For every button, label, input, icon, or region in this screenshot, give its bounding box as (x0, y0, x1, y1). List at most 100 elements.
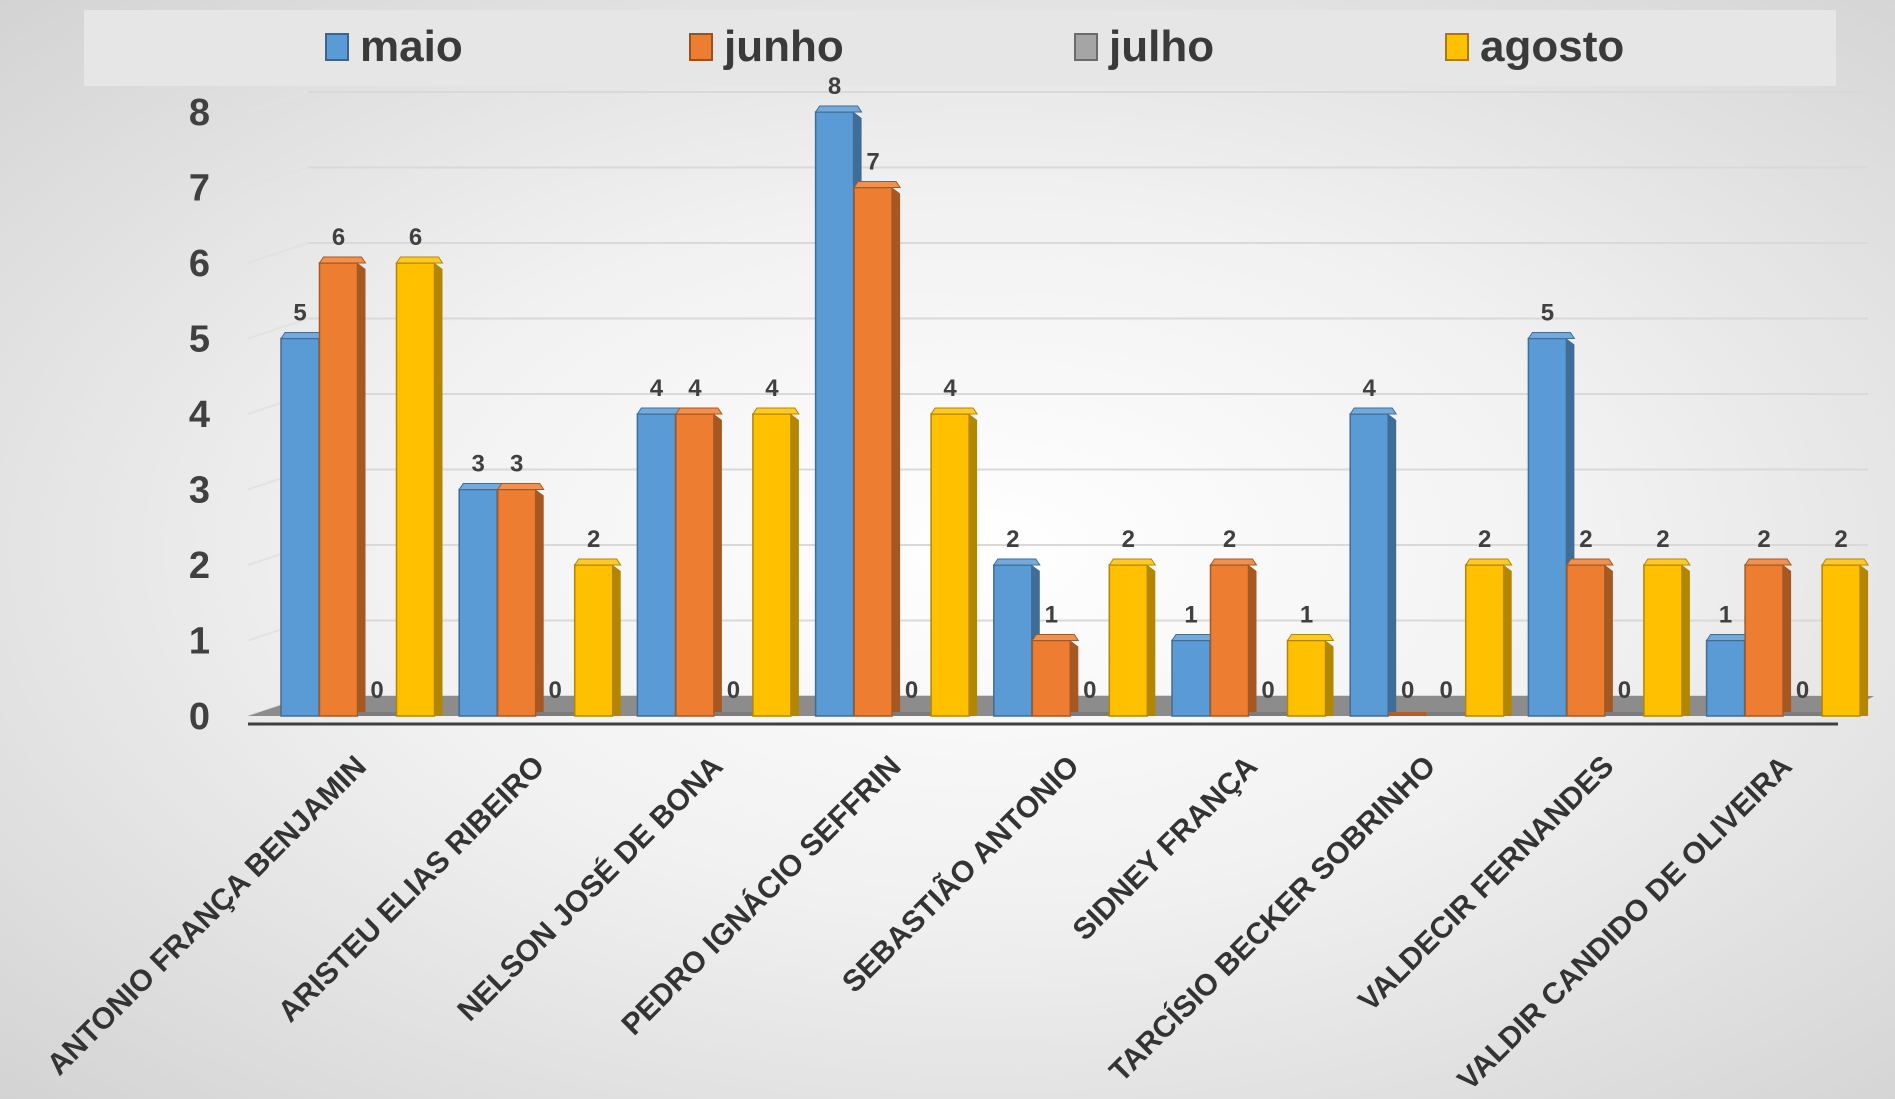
data-label: 2 (1757, 526, 1770, 553)
data-label: 2 (1006, 526, 1019, 553)
bar-top (1209, 558, 1258, 566)
data-label: 4 (1363, 375, 1377, 402)
y-tick-label: 6 (189, 243, 210, 285)
bar-side (434, 263, 443, 716)
data-label: 0 (727, 677, 740, 704)
data-label: 1 (1184, 602, 1197, 629)
data-label: 6 (409, 224, 422, 251)
data-label: 0 (1401, 677, 1414, 704)
bar-side (357, 263, 366, 716)
data-label: 2 (1122, 526, 1135, 553)
bar-front (1643, 564, 1683, 717)
bar-front (675, 413, 715, 717)
bar-julho (1605, 712, 1644, 716)
data-label: 1 (1300, 602, 1313, 629)
data-label: 6 (332, 224, 345, 251)
bar-side (1147, 565, 1156, 716)
bar-agosto (395, 256, 444, 717)
bar-maio (1171, 634, 1219, 717)
y-tick-label: 8 (189, 92, 210, 134)
bar-top (1464, 558, 1513, 566)
bar-top (1565, 558, 1614, 566)
bar-agosto (1464, 558, 1513, 717)
bar-side (713, 414, 722, 716)
data-label: 0 (1440, 677, 1453, 704)
data-label: 0 (1083, 677, 1096, 704)
bar-top (930, 407, 979, 415)
data-label: 2 (587, 526, 600, 553)
data-label: 1 (1719, 602, 1732, 629)
bar-maio (1349, 407, 1398, 717)
bar-front (1427, 712, 1466, 716)
bar-side (535, 489, 544, 716)
bar-junho (674, 407, 723, 717)
bar-top (1642, 558, 1691, 566)
data-label: 8 (828, 73, 841, 100)
bar-julho (714, 712, 753, 716)
y-tick-label: 4 (189, 394, 210, 436)
legend-swatch-maio (325, 33, 349, 61)
bar-side (1783, 565, 1792, 716)
bar-top (318, 256, 367, 264)
bar-front (573, 564, 614, 717)
bar-front (1744, 564, 1784, 717)
bar-top (573, 558, 622, 566)
bar-front (536, 712, 575, 716)
data-label: 2 (1478, 526, 1491, 553)
data-label: 4 (688, 375, 702, 402)
bar-front (814, 111, 855, 717)
legend-background (84, 10, 1836, 86)
data-label: 0 (370, 677, 383, 704)
bar-top (674, 407, 723, 415)
bar-front (1783, 712, 1822, 716)
bar-top (1527, 332, 1576, 339)
bar-side (1070, 640, 1079, 716)
data-label: 0 (549, 677, 562, 704)
data-label: 0 (1618, 677, 1631, 704)
bar-side (612, 565, 621, 716)
data-label: 5 (293, 300, 306, 327)
bar-front (1108, 564, 1149, 717)
data-label: 3 (472, 451, 485, 478)
data-label: 7 (866, 149, 879, 176)
bar-front (496, 488, 537, 717)
bar-front (636, 413, 677, 717)
bar-front (1821, 564, 1861, 717)
bar-front (1171, 639, 1211, 717)
bar-top (1286, 634, 1335, 641)
bar-junho (1031, 634, 1080, 717)
bar-julho (1070, 712, 1109, 716)
bar-top (496, 483, 545, 490)
legend: maio junho julho agosto (84, 10, 1836, 86)
x-tick-label: TARCÍSIO BECKER SOBRINHO (1103, 749, 1443, 1089)
y-tick-label: 3 (189, 470, 210, 512)
bar-junho (318, 256, 367, 717)
data-label: 0 (1261, 677, 1274, 704)
data-label: 1 (1045, 602, 1058, 629)
legend-label-julho: julho (1108, 22, 1214, 71)
bar-front (892, 712, 931, 716)
bar-agosto (1108, 558, 1157, 717)
legend-label-maio: maio (360, 22, 463, 71)
bar-front (714, 712, 753, 716)
bar-julho (1783, 712, 1822, 716)
bar-front (1209, 564, 1250, 717)
gridline-connector (247, 91, 309, 113)
bar-side (892, 187, 901, 716)
y-tick-label: 5 (189, 319, 210, 361)
data-label: 4 (943, 375, 957, 402)
bar-front (1031, 639, 1072, 717)
gridline-connector (247, 166, 309, 189)
bar-front (1705, 639, 1746, 717)
bar-agosto (930, 407, 979, 717)
bar-front (1527, 337, 1568, 717)
bar-front (1388, 712, 1427, 716)
bar-agosto (573, 558, 622, 717)
x-tick-label: ANTONIO FRANÇA BENJAMIN (41, 750, 373, 1082)
bar-top (395, 256, 444, 264)
legend-label-agosto: agosto (1480, 22, 1624, 71)
bar-front (458, 488, 498, 717)
bar-julho (536, 712, 575, 716)
